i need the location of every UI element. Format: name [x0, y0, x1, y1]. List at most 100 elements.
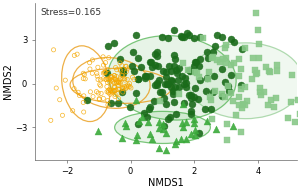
Point [108, 89, 113, 92]
Point [124, 70, 129, 73]
Point [154, 82, 159, 85]
Point [126, 85, 131, 88]
Point [103, 71, 108, 74]
Ellipse shape [188, 43, 300, 119]
Point [95, 66, 100, 69]
Point [237, 96, 242, 99]
Point [120, 91, 125, 94]
Point [101, 97, 106, 100]
Point [130, 51, 135, 54]
Point [245, 100, 250, 103]
Point [134, 98, 139, 101]
Point [228, 91, 233, 95]
Point [123, 87, 128, 91]
Point [57, 98, 62, 101]
Y-axis label: NMDS2: NMDS2 [4, 64, 14, 100]
Point [156, 65, 161, 68]
Point [81, 77, 86, 80]
Point [197, 132, 202, 135]
Point [136, 122, 141, 125]
Point [192, 121, 197, 125]
Point [192, 37, 197, 40]
Point [122, 79, 127, 82]
Point [173, 69, 178, 72]
Point [94, 90, 99, 93]
Point [214, 33, 219, 36]
Point [230, 99, 235, 102]
Point [131, 78, 136, 81]
Point [231, 41, 236, 44]
Point [205, 56, 210, 59]
Point [75, 53, 80, 56]
Point [175, 71, 179, 74]
Point [224, 43, 229, 46]
Point [90, 58, 95, 62]
Point [220, 92, 224, 96]
Point [82, 73, 87, 76]
Point [240, 103, 245, 106]
Point [106, 77, 110, 80]
Point [178, 137, 183, 140]
Point [112, 89, 116, 92]
Point [112, 85, 116, 88]
Point [286, 116, 291, 119]
Point [170, 93, 175, 96]
Point [106, 103, 110, 106]
Point [121, 69, 126, 72]
Point [101, 55, 106, 58]
Point [153, 63, 158, 66]
Point [290, 73, 295, 76]
Point [77, 94, 82, 97]
Point [54, 87, 58, 90]
Point [218, 60, 223, 63]
Point [194, 71, 199, 74]
Point [125, 67, 130, 70]
Point [186, 93, 191, 96]
Point [112, 81, 116, 84]
Point [118, 82, 123, 85]
Point [160, 90, 165, 93]
Point [103, 70, 107, 73]
Point [186, 34, 191, 37]
Point [124, 125, 128, 128]
Point [236, 103, 241, 106]
Point [228, 64, 233, 67]
Point [106, 56, 111, 59]
Point [96, 129, 100, 132]
Point [182, 35, 187, 38]
Point [177, 86, 182, 89]
Point [113, 93, 118, 96]
Point [174, 113, 178, 116]
Point [108, 93, 112, 96]
Point [193, 129, 197, 132]
Point [120, 136, 125, 139]
Point [161, 127, 166, 130]
Point [147, 107, 152, 110]
Point [134, 33, 139, 36]
Point [90, 72, 95, 75]
Point [268, 70, 273, 73]
Point [296, 99, 300, 102]
Point [128, 106, 133, 109]
Point [184, 31, 189, 34]
Point [236, 74, 241, 77]
Point [193, 87, 198, 90]
Point [213, 45, 218, 48]
Point [196, 98, 201, 101]
Point [271, 105, 276, 108]
Point [117, 87, 122, 91]
Point [222, 96, 227, 99]
Point [193, 61, 198, 64]
Point [211, 91, 216, 94]
Point [182, 76, 187, 79]
Point [120, 72, 125, 75]
Point [149, 60, 154, 63]
Point [103, 78, 108, 81]
Point [123, 65, 128, 68]
Point [164, 148, 169, 151]
Point [95, 74, 100, 78]
Point [249, 78, 254, 81]
Point [109, 89, 113, 92]
Point [226, 85, 230, 88]
Point [264, 65, 269, 68]
